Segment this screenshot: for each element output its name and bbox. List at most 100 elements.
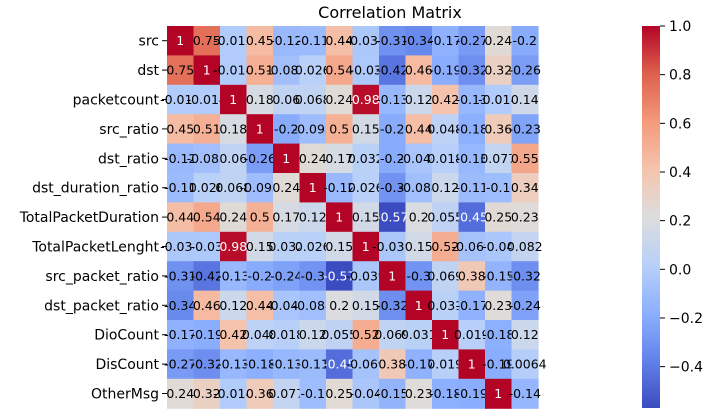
heatmap-cell [326,378,354,409]
heatmap-cell [193,26,221,56]
heatmap-cell [193,378,221,409]
cell-value-label: 0.031 [427,298,463,313]
heatmap-cell [432,261,460,292]
heatmap-cell [432,378,460,409]
heatmap-cell [220,202,248,233]
heatmap-cell [246,378,274,409]
cell-value-label: 0.12 [219,298,247,313]
heatmap-cell [432,173,460,203]
heatmap-cell [352,378,380,409]
heatmap-cells: 1 0.75-0.0120.45-0.12-0.110.44-0.034-0.31… [160,26,547,409]
heatmap-cell [299,349,327,380]
cell-value-label: -0.34 [164,298,196,313]
cell-value-label: 0.36 [246,386,274,401]
heatmap-cell [246,231,274,262]
cell-value-label: 0.026 [295,239,331,254]
cell-value-label: -0.039 [372,239,412,254]
heatmap-cell [432,26,460,56]
heatmap-cell [379,231,407,262]
heatmap-cell [193,84,221,115]
heatmap-cell [511,55,539,86]
row-label: TotalPacketLenght [31,240,159,256]
heatmap-cell [193,143,221,174]
heatmap-cell [220,320,248,350]
cell-value-label: 0.42 [431,92,459,107]
cell-value-label: -0.069 [452,239,492,254]
cell-value-label: 1 [468,357,476,372]
cell-value-label: -0.32 [509,268,541,283]
heatmap-cell [405,261,433,292]
row-label: OtherMsg [91,387,159,403]
heatmap-cell [246,261,274,292]
heatmap-cell [326,55,354,86]
heatmap-cell [511,378,539,409]
heatmap-cell [485,173,513,203]
cell-value-label: -0.19 [456,386,488,401]
heatmap-cell [379,114,407,145]
cell-value-label: 0.055 [427,210,463,225]
heatmap-cell [432,84,460,115]
heatmap-cell [220,349,248,380]
heatmap-cell [326,261,354,292]
heatmap-cell [193,290,221,321]
cell-value-label: 0.18 [246,92,274,107]
cell-value-label: -0.42 [376,63,408,78]
cell-value-label: -0.13 [456,151,488,166]
cell-value-label: 0.44 [325,33,353,48]
heatmap-cell [405,378,433,409]
heatmap-cell [273,143,301,174]
colorbar-tick-label: 0.6 [669,116,691,132]
colorbar-tick-label: 1.0 [669,19,691,35]
cell-value-label: 0.98 [352,92,380,107]
cell-value-label: 0.24 [219,210,247,225]
cell-value-label: -0.19 [482,357,514,372]
cell-value-label: -0.034 [346,33,386,48]
heatmap-cell [273,84,301,115]
cell-value-label: -0.13 [217,357,249,372]
heatmap-cell [167,349,195,380]
cell-value-label: 0.018 [427,151,463,166]
heatmap-cell [352,114,380,145]
chart-title: Correlation Matrix [318,3,462,22]
cell-value-label: -0.11 [297,357,329,372]
row-label: dst_packet_ratio [44,298,159,314]
heatmap-cell [485,320,513,350]
cell-value-label: 0.5 [250,210,270,225]
cell-value-label: 0.42 [219,327,247,342]
heatmap-cell [246,26,274,56]
cell-value-label: 0.23 [484,298,512,313]
cell-value-label: 0.36 [484,121,512,136]
cell-value-label: -0.1 [301,386,325,401]
heatmap-cell [485,261,513,292]
heatmap-cell [299,55,327,86]
heatmap-cell [167,378,195,409]
heatmap-cell [220,55,248,86]
heatmap-cell [405,349,433,380]
cell-value-label: -0.2 [380,151,404,166]
cell-value-label: -0.083 [187,151,227,166]
cell-value-label: -0.095 [293,121,333,136]
heatmap-cell [405,290,433,321]
cell-value-label: -0.034 [160,239,200,254]
cell-value-label: 0.44 [166,210,194,225]
cell-value-label: 1 [309,180,317,195]
heatmap-cell [273,173,301,203]
cell-value-label: -0.046 [266,298,306,313]
heatmap-cell [220,143,248,174]
cell-value-label: 0.44 [405,121,433,136]
cell-value-label: -0.15 [482,268,514,283]
cell-value-label: 0.15 [352,210,380,225]
cell-value-label: -0.18 [456,121,488,136]
cell-value-label: 0.38 [378,357,406,372]
heatmap-cell [193,349,221,380]
heatmap-cell [458,202,486,233]
cell-value-label: -0.088 [293,298,333,313]
heatmap-cell [352,202,380,233]
cell-value-label: -0.1 [486,180,510,195]
cell-value-label: -0.27 [164,357,196,372]
heatmap-cell [511,114,539,145]
heatmap-cell [511,143,539,174]
cell-value-label: -0.34 [403,33,435,48]
cell-value-label: 0.25 [484,210,512,225]
cell-value-label: 0.018 [268,327,304,342]
